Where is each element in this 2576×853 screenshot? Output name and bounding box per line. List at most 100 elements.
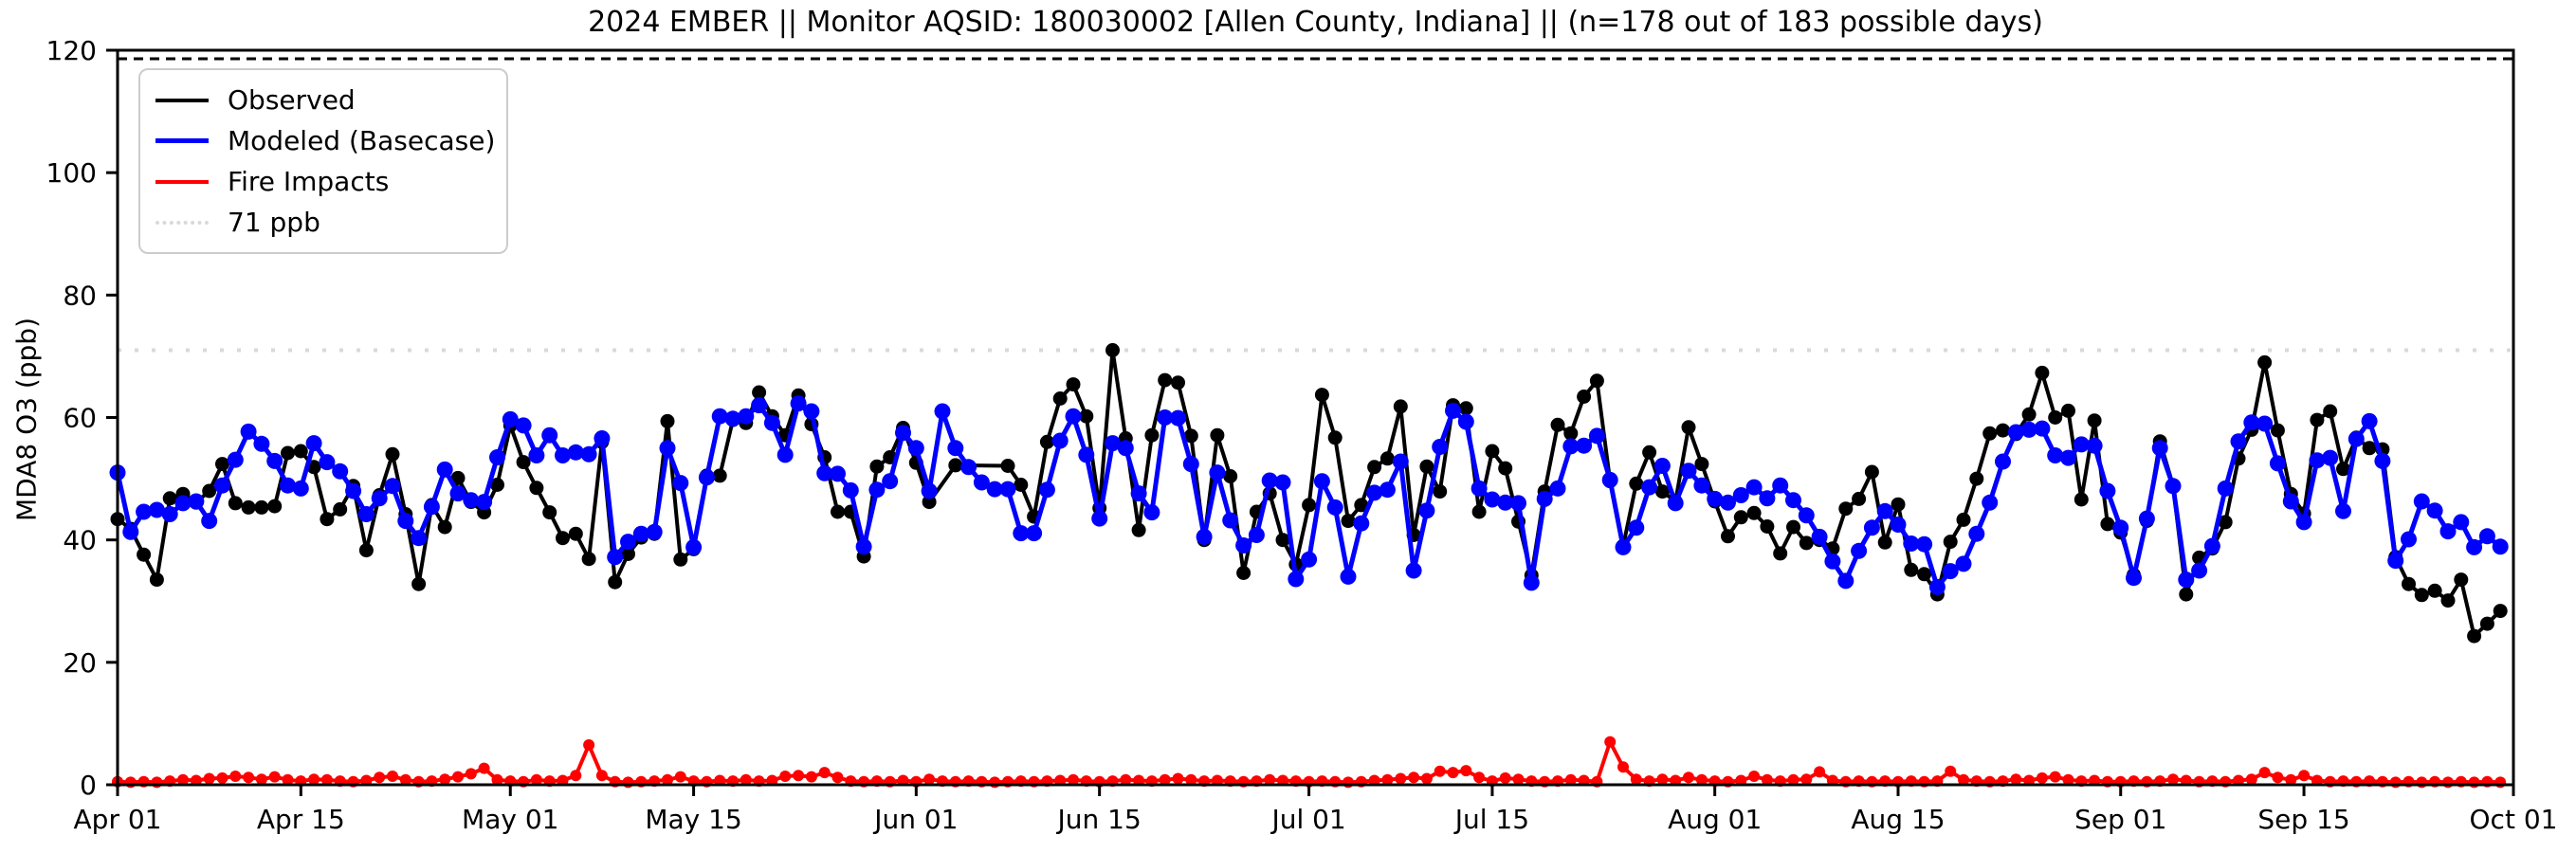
data-point bbox=[266, 452, 283, 469]
data-point bbox=[2468, 776, 2480, 789]
data-point bbox=[1630, 773, 1642, 786]
data-point bbox=[2402, 576, 2416, 591]
data-point bbox=[1418, 502, 1435, 519]
data-point bbox=[1811, 528, 1828, 545]
threshold-line-sample bbox=[155, 220, 209, 225]
data-point bbox=[1497, 494, 1514, 511]
y-tick-label: 100 bbox=[46, 157, 97, 189]
data-point bbox=[1288, 571, 1305, 588]
legend-item-fire: Fire Impacts bbox=[140, 161, 506, 202]
x-tick-label: Jul 15 bbox=[1453, 804, 1529, 835]
data-point bbox=[2454, 572, 2469, 588]
data-point bbox=[241, 499, 256, 515]
data-point bbox=[2387, 553, 2404, 570]
data-point bbox=[1261, 472, 1278, 489]
data-point bbox=[1196, 528, 1213, 545]
legend-label: Observed bbox=[228, 84, 356, 116]
data-point bbox=[515, 417, 532, 434]
data-point bbox=[2203, 537, 2220, 554]
data-point bbox=[1408, 771, 1420, 784]
data-point bbox=[240, 423, 257, 440]
data-point bbox=[216, 771, 228, 784]
data-point bbox=[2362, 441, 2377, 456]
data-point bbox=[1746, 505, 1762, 520]
data-point bbox=[1091, 510, 1108, 527]
data-point bbox=[1433, 484, 1448, 499]
data-point bbox=[2049, 771, 2061, 783]
x-tick-label: Jul 01 bbox=[1270, 804, 1345, 835]
data-point bbox=[1248, 527, 1265, 543]
x-tick-label: Jun 01 bbox=[872, 804, 958, 835]
observed-line-sample bbox=[155, 98, 209, 102]
data-point bbox=[2494, 776, 2507, 789]
data-point bbox=[1800, 773, 1813, 786]
data-point bbox=[568, 526, 583, 541]
data-point bbox=[2285, 773, 2297, 786]
data-point bbox=[698, 469, 715, 486]
data-point bbox=[581, 552, 596, 567]
data-point bbox=[1667, 495, 1684, 512]
data-point bbox=[2060, 449, 2076, 466]
data-point bbox=[2298, 770, 2311, 782]
data-point bbox=[999, 481, 1016, 498]
data-point bbox=[1484, 491, 1501, 508]
data-point bbox=[1302, 498, 1317, 513]
data-point bbox=[384, 478, 401, 495]
data-point bbox=[188, 493, 205, 510]
data-point bbox=[1510, 495, 1526, 512]
data-point bbox=[1958, 773, 1969, 786]
data-point bbox=[1172, 772, 1184, 785]
data-point bbox=[855, 538, 872, 555]
data-point bbox=[177, 773, 189, 786]
data-point bbox=[281, 445, 295, 461]
data-point bbox=[2245, 773, 2257, 786]
data-point bbox=[1563, 426, 1579, 441]
data-point bbox=[1680, 463, 1697, 480]
data-point bbox=[333, 501, 348, 517]
legend-item-threshold: 71 ppb bbox=[140, 202, 506, 243]
data-point bbox=[1079, 408, 1094, 424]
data-point bbox=[387, 771, 398, 782]
data-point bbox=[1562, 438, 1580, 455]
data-point bbox=[659, 440, 676, 457]
data-point bbox=[751, 397, 768, 414]
data-point bbox=[2138, 510, 2155, 527]
data-point bbox=[1392, 453, 1409, 470]
data-point bbox=[423, 499, 440, 516]
data-point bbox=[712, 468, 727, 483]
data-point bbox=[1761, 773, 1773, 786]
data-point bbox=[2348, 430, 2365, 447]
data-point bbox=[255, 773, 267, 786]
data-point bbox=[1588, 427, 1605, 445]
data-point bbox=[1969, 471, 1984, 486]
data-point bbox=[1143, 504, 1160, 521]
data-point bbox=[2034, 420, 2051, 437]
data-point bbox=[293, 444, 308, 459]
data-point bbox=[1157, 409, 1174, 426]
data-point bbox=[1471, 480, 1488, 497]
data-point bbox=[1864, 464, 1879, 480]
data-point bbox=[1523, 574, 1540, 591]
data-point bbox=[1852, 491, 1867, 506]
data-point bbox=[2272, 771, 2284, 784]
data-point bbox=[1628, 519, 1645, 536]
data-point bbox=[161, 506, 178, 522]
x-tick-label: Apr 01 bbox=[74, 804, 162, 835]
data-point bbox=[137, 547, 152, 562]
data-point bbox=[1732, 487, 1749, 503]
legend-item-modeled: Modeled (Basecase) bbox=[140, 120, 506, 161]
data-point bbox=[1695, 773, 1708, 786]
data-point bbox=[2389, 776, 2402, 789]
data-point bbox=[1340, 568, 1357, 585]
data-point bbox=[345, 482, 362, 499]
y-tick-label: 20 bbox=[63, 647, 97, 679]
data-point bbox=[1343, 776, 1354, 789]
data-point bbox=[2062, 773, 2074, 786]
data-point bbox=[2416, 776, 2428, 789]
data-point bbox=[2100, 517, 2115, 532]
data-point bbox=[1014, 478, 1029, 492]
data-point bbox=[2310, 412, 2325, 427]
data-point bbox=[253, 435, 270, 452]
data-point bbox=[1956, 512, 1971, 527]
data-point bbox=[385, 446, 400, 462]
